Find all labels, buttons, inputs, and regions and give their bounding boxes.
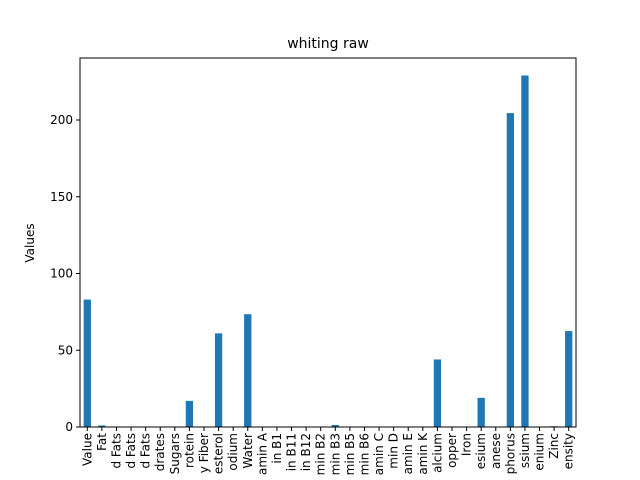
x-tick-label: enium xyxy=(533,433,547,471)
x-tick-label: esium xyxy=(474,433,488,469)
x-tick-label: amin C xyxy=(372,433,386,475)
x-tick-label: min D xyxy=(387,433,401,469)
x-tick-label: anese xyxy=(489,433,503,469)
x-tick-label: odium xyxy=(226,433,240,471)
x-tick-label: in B12 xyxy=(299,433,313,471)
x-tick-label: in B1 xyxy=(270,433,284,464)
bar xyxy=(244,314,252,427)
x-tick-label: Zinc xyxy=(547,433,561,459)
x-tick-label: min B6 xyxy=(357,433,371,475)
x-tick-label: min B2 xyxy=(314,433,328,475)
x-tick-label: opper xyxy=(445,433,459,468)
y-tick-label: 150 xyxy=(50,190,73,204)
y-tick-label: 200 xyxy=(50,113,73,127)
chart-title: whiting raw xyxy=(287,36,369,52)
x-tick-label: y Fiber xyxy=(197,433,211,473)
bar xyxy=(433,359,442,427)
x-tick-label: Iron xyxy=(460,433,474,456)
x-tick-label: Sugars xyxy=(168,433,182,474)
bar xyxy=(506,113,514,428)
x-tick-label: Fat xyxy=(95,433,109,451)
x-tick-label: rotein xyxy=(182,433,196,468)
x-tick-label: ensity xyxy=(562,433,576,469)
x-tick-label: min B5 xyxy=(343,433,357,475)
bar xyxy=(83,299,91,427)
x-tick-label: d Fats xyxy=(124,433,138,469)
x-tick-label: drates xyxy=(153,433,167,471)
bar xyxy=(565,331,573,427)
y-tick-label: 50 xyxy=(58,343,73,357)
x-tick-label: min B3 xyxy=(328,433,342,475)
x-tick-label: alcium xyxy=(430,433,444,473)
x-tick-label: amin K xyxy=(416,432,430,475)
y-axis-label: Values xyxy=(23,223,37,262)
x-tick-label: in B11 xyxy=(285,433,299,471)
x-tick-label: d Fats xyxy=(109,433,123,469)
x-tick-label: Water xyxy=(241,433,255,469)
bar xyxy=(98,425,106,427)
x-tick-label: Value xyxy=(80,433,94,466)
x-tick-label: esterol xyxy=(212,433,226,474)
bar xyxy=(477,397,485,427)
bar xyxy=(521,75,529,427)
x-tick-label: phorus xyxy=(503,433,517,474)
bar xyxy=(185,400,194,427)
y-tick-label: 0 xyxy=(65,420,73,434)
x-tick-label: amin E xyxy=(401,433,415,474)
bar xyxy=(214,333,223,427)
x-tick-label: amin A xyxy=(255,432,269,475)
bar xyxy=(331,425,339,427)
y-tick-label: 100 xyxy=(50,267,73,281)
x-tick-label: d Fats xyxy=(139,433,153,469)
plot-frame xyxy=(79,57,577,428)
x-tick-label: ssium xyxy=(518,433,532,468)
